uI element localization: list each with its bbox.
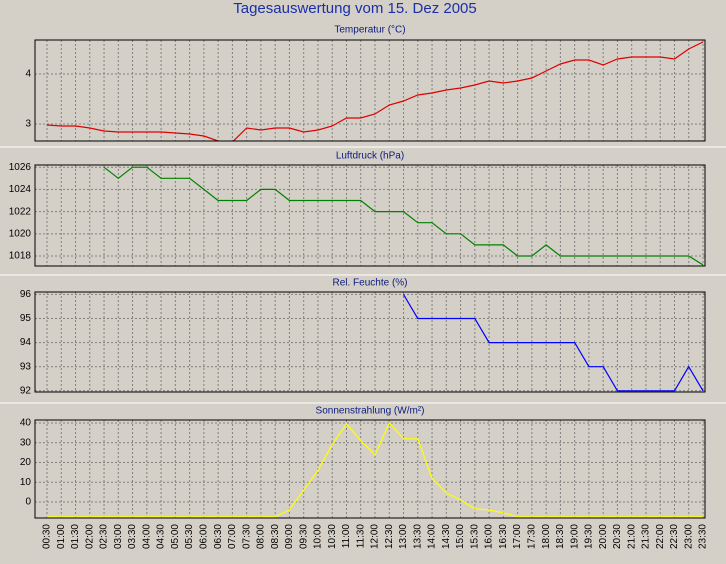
x-tick-label: 04:30 [156,524,167,549]
y-tick-label: 10 [20,477,32,488]
data-line [402,294,704,392]
y-tick-label: 30 [20,437,32,448]
x-tick-label: 15:30 [469,524,480,549]
chart-title: Luftdruck (hPa) [336,151,404,162]
y-tick-label: 92 [20,385,32,396]
x-tick-label: 00:30 [42,524,53,549]
y-tick-label: 0 [25,497,31,508]
x-tick-label: 11:00 [341,524,352,549]
x-tick-label: 06:30 [213,524,224,549]
x-tick-label: 22:30 [669,524,680,549]
x-tick-label: 23:30 [698,524,709,549]
data-line [47,421,703,518]
x-tick-label: 20:30 [612,524,623,549]
plot-frame [34,164,706,267]
x-tick-label: 19:00 [569,524,580,549]
x-tick-label: 16:00 [484,524,495,549]
y-tick-label: 4 [25,69,31,80]
plot-area [35,40,705,141]
x-tick-label: 02:00 [84,524,95,549]
y-tick-label: 96 [20,289,32,300]
x-tick-label: 19:30 [584,524,595,549]
x-tick-label: 03:00 [113,524,124,549]
x-tick-label: 17:30 [527,524,538,549]
x-tick-label: 07:00 [227,524,238,549]
x-tick-label: 21:00 [626,524,637,549]
x-tick-label: 06:00 [199,524,210,549]
x-tick-label: 18:30 [555,524,566,549]
x-tick-label: 23:00 [683,524,694,549]
x-tick-label: 10:00 [313,524,324,549]
x-tick-label: 09:00 [284,524,295,549]
x-tick-label: 10:30 [327,524,338,549]
x-tick-label: 07:30 [241,524,252,549]
plot-frame [34,39,706,142]
y-tick-label: 94 [20,337,32,348]
data-line [46,41,704,141]
y-tick-label: 1022 [9,206,32,217]
y-tick-label: 1018 [9,251,32,262]
y-tick-label: 1026 [9,162,32,173]
x-tick-label: 21:30 [641,524,652,549]
x-tick-label: 14:00 [427,524,438,549]
x-tick-label: 13:00 [398,524,409,549]
x-tick-label: 20:00 [598,524,609,549]
x-tick-label: 05:00 [170,524,181,549]
x-tick-label: 08:30 [270,524,281,549]
y-tick-label: 95 [20,313,32,324]
x-tick-label: 13:30 [412,524,423,549]
chart-title: Temperatur (°C) [334,25,405,36]
plot-area [35,420,705,518]
chart-title: Sonnenstrahlung (W/m²) [316,406,425,417]
plot-area [35,292,705,392]
x-tick-label: 02:30 [99,524,110,549]
y-tick-label: 40 [20,418,32,429]
x-tick-label: 14:30 [441,524,452,549]
x-tick-label: 08:00 [256,524,267,549]
chart-title: Rel. Feuchte (%) [332,278,407,289]
x-tick-label: 05:30 [184,524,195,549]
y-tick-label: 93 [20,361,32,372]
plot-area [35,165,705,266]
x-tick-label: 12:30 [384,524,395,549]
x-tick-label: 01:00 [56,524,67,549]
y-tick-label: 1024 [9,184,32,195]
x-tick-label: 01:30 [70,524,81,549]
x-tick-label: 15:00 [455,524,466,549]
x-tick-label: 12:00 [370,524,381,549]
y-tick-label: 1020 [9,228,32,239]
plot-frame [34,419,706,519]
x-tick-label: 04:00 [141,524,152,549]
x-tick-label: 11:30 [355,524,366,549]
x-tick-label: 03:30 [127,524,138,549]
data-line [103,166,704,266]
x-tick-label: 16:30 [498,524,509,549]
y-tick-label: 20 [20,457,32,468]
page-title: Tagesauswertung vom 15. Dez 2005 [233,0,476,17]
x-tick-label: 17:00 [512,524,523,549]
x-tick-label: 09:30 [298,524,309,549]
x-tick-label: 22:00 [655,524,666,549]
x-tick-label: 18:00 [541,524,552,549]
plot-frame [34,291,706,393]
y-tick-label: 3 [25,119,31,130]
